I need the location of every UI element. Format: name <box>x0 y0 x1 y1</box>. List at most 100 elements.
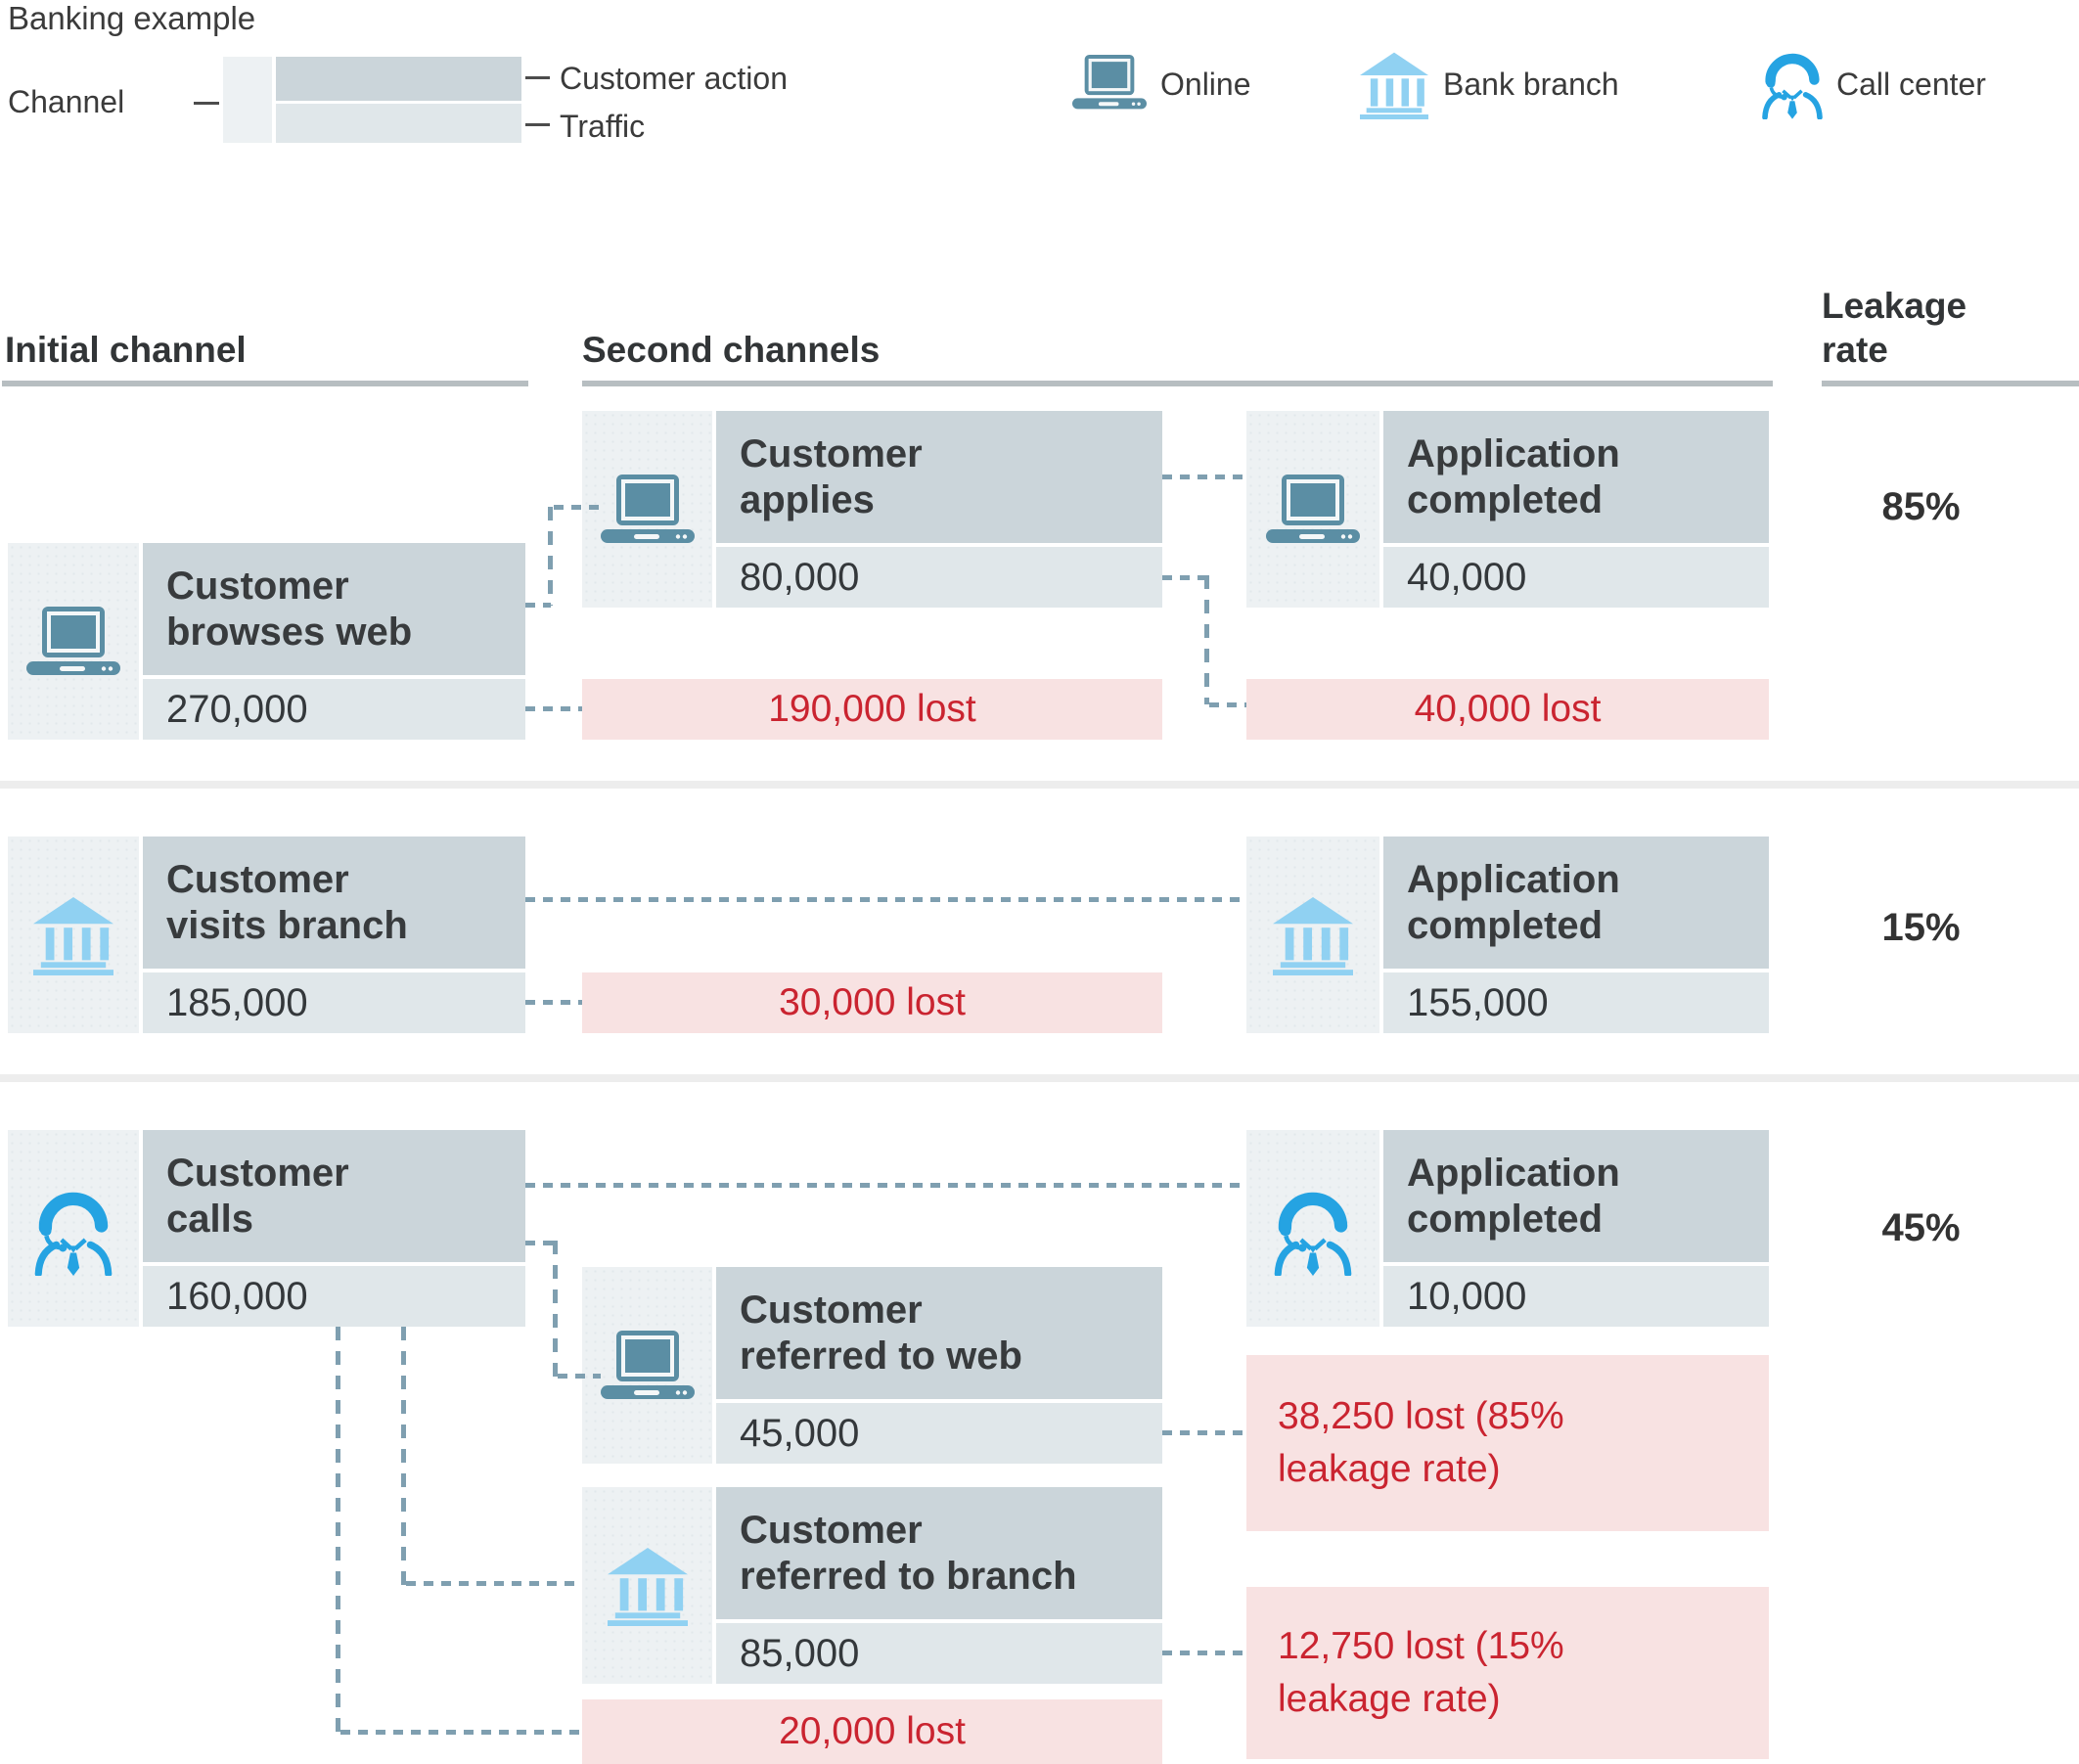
row3-completed-icon-cell <box>1246 1130 1379 1327</box>
row1-completed-icon-cell <box>1246 411 1379 608</box>
row2-completed-traffic-box: 155,000 <box>1383 972 1769 1033</box>
column-header-second-channels: Second channels <box>582 330 881 370</box>
row3-loss-box-call: 20,000 lost <box>582 1699 1162 1764</box>
action-label: Application completed <box>1407 432 1620 521</box>
legend-call-center-label: Call center <box>1836 67 1986 102</box>
headset-person-icon <box>1761 45 1824 119</box>
row3-referred-web-action-box: Customer referred to web <box>716 1267 1162 1399</box>
row1-initial-action-box: Customer browses web <box>143 543 525 675</box>
row3-referred-web-icon-cell <box>582 1267 712 1464</box>
connector-dotted-line <box>558 1374 601 1379</box>
legend-customer-action-tick <box>525 76 550 79</box>
legend-traffic-label: Traffic <box>560 109 646 144</box>
legend-online-label: Online <box>1160 67 1251 102</box>
loss-value: 40,000 lost <box>1414 688 1602 731</box>
action-label: Customer calls <box>166 1152 349 1241</box>
laptop-icon <box>26 606 120 677</box>
headset-person-icon <box>1273 1182 1353 1276</box>
traffic-value: 80,000 <box>740 555 860 599</box>
row1-initial-icon-cell <box>8 543 139 740</box>
row2-loss-box: 30,000 lost <box>582 972 1162 1033</box>
column-header-initial-channel: Initial channel <box>5 330 247 370</box>
row3-initial-traffic-box: 160,000 <box>143 1266 525 1327</box>
action-label: Customer applies <box>740 432 923 521</box>
traffic-value: 155,000 <box>1407 980 1549 1024</box>
action-label: Customer referred to web <box>740 1289 1022 1378</box>
connector-dotted-line <box>525 1000 582 1005</box>
row1-loss-box-web: 190,000 lost <box>582 679 1162 740</box>
bank-icon <box>1360 51 1428 119</box>
row2-initial-icon-cell <box>8 837 139 1033</box>
connector-dotted-line <box>340 1730 582 1735</box>
row-divider <box>0 781 2079 789</box>
legend-channel-tick <box>194 102 219 105</box>
second-channels-underline <box>582 381 1773 386</box>
row-divider <box>0 1074 2079 1082</box>
loss-value: 38,250 lost (85% leakage rate) <box>1278 1395 1564 1490</box>
connector-dotted-line <box>401 1327 406 1585</box>
connector-dotted-line <box>554 505 599 510</box>
row3-loss-box-branch: 12,750 lost (15% leakage rate) <box>1246 1587 1769 1759</box>
legend-icon-cell-swatch <box>223 57 272 143</box>
connector-dotted-line <box>1204 575 1209 704</box>
row1-second-action-box: Customer applies <box>716 411 1162 543</box>
row1-loss-box-application: 40,000 lost <box>1246 679 1769 740</box>
action-label: Customer referred to branch <box>740 1509 1077 1598</box>
action-label: Application completed <box>1407 1152 1620 1241</box>
action-label: Application completed <box>1407 858 1620 947</box>
connector-dotted-line <box>1162 1651 1246 1655</box>
traffic-value: 160,000 <box>166 1274 308 1318</box>
row2-initial-action-box: Customer visits branch <box>143 837 525 969</box>
traffic-value: 270,000 <box>166 687 308 731</box>
column-header-leakage-rate: Leakage rate <box>1822 286 1967 371</box>
row2-leakage-rate-value: 15% <box>1881 906 1961 949</box>
traffic-value: 10,000 <box>1407 1274 1527 1318</box>
bank-icon <box>1273 895 1353 975</box>
connector-dotted-line <box>525 706 582 711</box>
row1-completed-traffic-box: 40,000 <box>1383 547 1769 608</box>
loss-value: 12,750 lost (15% leakage rate) <box>1278 1625 1564 1720</box>
legend-traffic-swatch <box>276 104 521 143</box>
row2-initial-traffic-box: 185,000 <box>143 972 525 1033</box>
loss-value: 190,000 lost <box>768 688 976 731</box>
row3-referred-branch-traffic-box: 85,000 <box>716 1623 1162 1684</box>
laptop-icon <box>1266 474 1360 545</box>
row3-completed-traffic-box: 10,000 <box>1383 1266 1769 1327</box>
row3-initial-icon-cell <box>8 1130 139 1327</box>
traffic-value: 40,000 <box>1407 555 1527 599</box>
row3-leakage-rate-value: 45% <box>1881 1206 1961 1249</box>
traffic-value: 45,000 <box>740 1411 860 1455</box>
connector-dotted-line <box>1162 575 1207 580</box>
connector-dotted-line <box>548 507 553 606</box>
row1-second-icon-cell <box>582 411 712 608</box>
initial-channel-underline <box>2 381 528 386</box>
legend-customer-action-swatch <box>276 57 521 101</box>
connector-dotted-line <box>525 897 1246 902</box>
laptop-icon <box>1072 55 1147 111</box>
legend-customer-action-label: Customer action <box>560 61 788 96</box>
loss-value: 20,000 lost <box>779 1710 966 1753</box>
connector-dotted-line <box>553 1241 558 1378</box>
action-label: Customer browses web <box>166 565 413 654</box>
connector-dotted-line <box>336 1327 340 1734</box>
row1-completed-action-box: Application completed <box>1383 411 1769 543</box>
connector-dotted-line <box>1162 475 1246 479</box>
traffic-value: 185,000 <box>166 980 308 1024</box>
connector-dotted-line <box>525 603 551 608</box>
legend-bank-branch-label: Bank branch <box>1443 67 1619 102</box>
connector-dotted-line <box>1162 1430 1246 1435</box>
row2-completed-action-box: Application completed <box>1383 837 1769 969</box>
row3-referred-web-traffic-box: 45,000 <box>716 1403 1162 1464</box>
legend-channel-label: Channel <box>8 84 125 119</box>
loss-value: 30,000 lost <box>779 981 966 1024</box>
connector-dotted-line <box>525 1241 558 1245</box>
bank-icon <box>607 1546 688 1626</box>
headset-person-icon <box>33 1182 113 1276</box>
laptop-icon <box>600 474 695 545</box>
row3-referred-branch-icon-cell <box>582 1487 712 1684</box>
connector-dotted-line <box>1209 702 1246 707</box>
row1-leakage-rate-value: 85% <box>1881 485 1961 528</box>
traffic-value: 85,000 <box>740 1631 860 1675</box>
row3-referred-branch-action-box: Customer referred to branch <box>716 1487 1162 1619</box>
